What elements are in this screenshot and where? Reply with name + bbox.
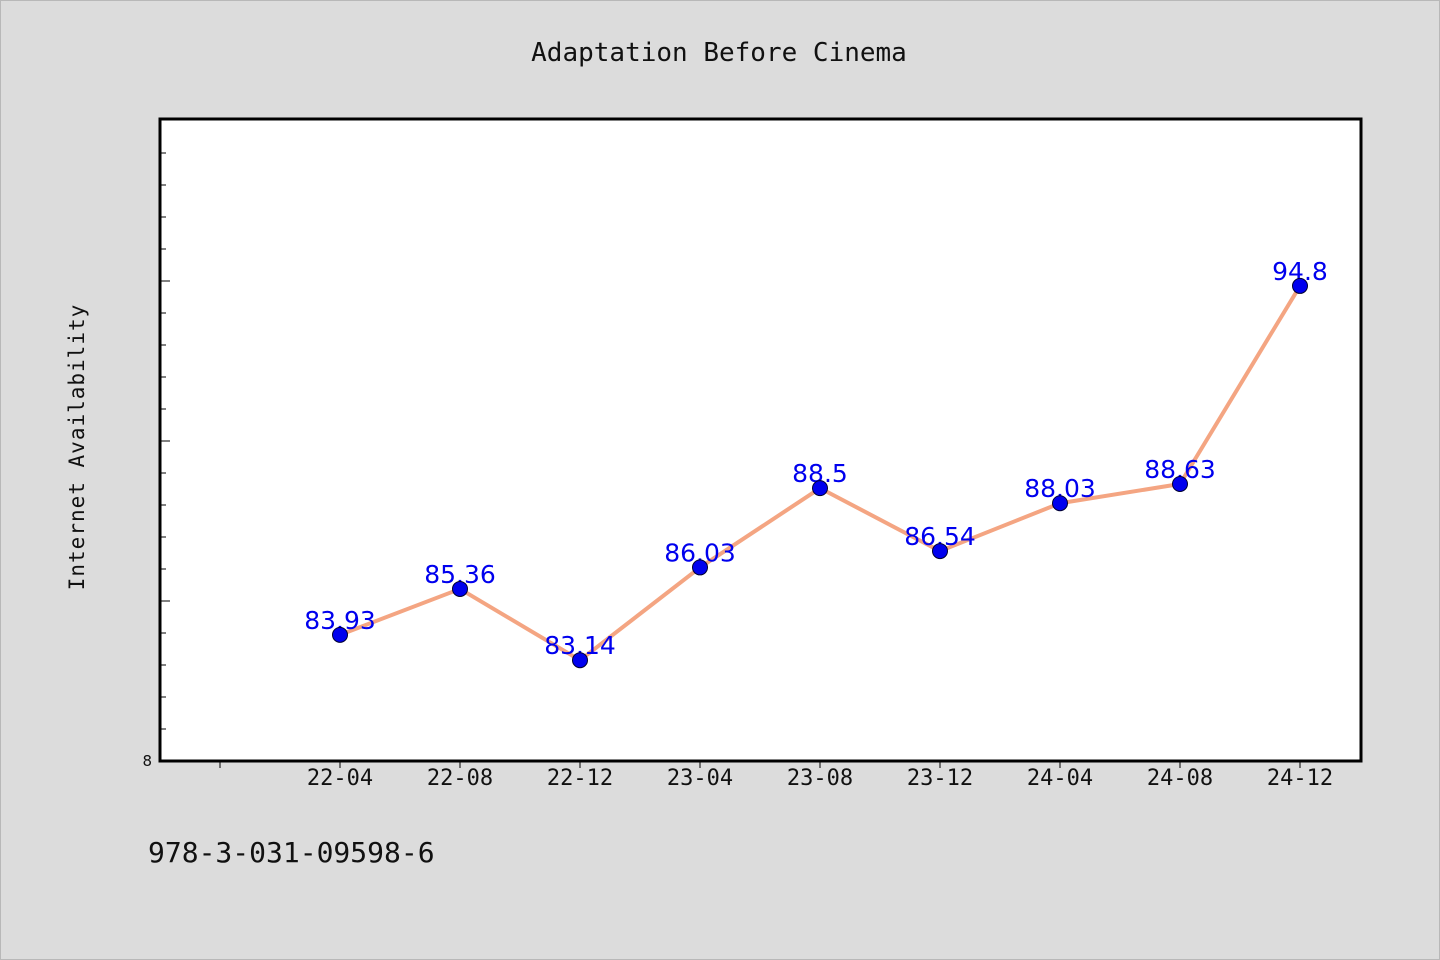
data-point xyxy=(1172,475,1188,492)
x-tick-label: 24-08 xyxy=(1147,766,1213,791)
footnote-isbn: 978-3-031-09598-6 xyxy=(148,836,435,869)
data-point xyxy=(812,480,828,497)
x-tick-label: 24-04 xyxy=(1027,766,1093,791)
data-point xyxy=(1292,277,1308,294)
chart-title: Adaptation Before Cinema xyxy=(531,38,907,68)
x-tick-label: 22-04 xyxy=(307,766,373,791)
data-point xyxy=(452,580,468,597)
x-axis-ticks: 22-04 22-08 22-12 23-04 23-08 23-12 24-04 24-08… xyxy=(219,761,1333,791)
x-tick-label: 22-08 xyxy=(427,766,493,791)
x-tick-label: 22-12 xyxy=(547,766,613,791)
x-tick-label: 23-12 xyxy=(907,766,973,791)
data-point xyxy=(692,559,708,576)
x-tick-label: 23-04 xyxy=(667,766,733,791)
y-tick-label: 8 xyxy=(142,752,152,770)
data-point xyxy=(572,652,588,669)
x-tick-label: 24-12 xyxy=(1267,766,1333,791)
series-group: 83.9385.3683.1486.0388.586.5488.0388.639… xyxy=(304,257,1328,669)
plot-area xyxy=(158,117,1363,763)
data-point xyxy=(1052,495,1068,512)
data-point xyxy=(932,543,948,560)
data-point xyxy=(332,626,348,643)
y-axis-label: Internet Availability xyxy=(65,304,89,591)
x-tick-label: 23-08 xyxy=(787,766,853,791)
y-axis-ticks: 8 xyxy=(142,152,170,770)
